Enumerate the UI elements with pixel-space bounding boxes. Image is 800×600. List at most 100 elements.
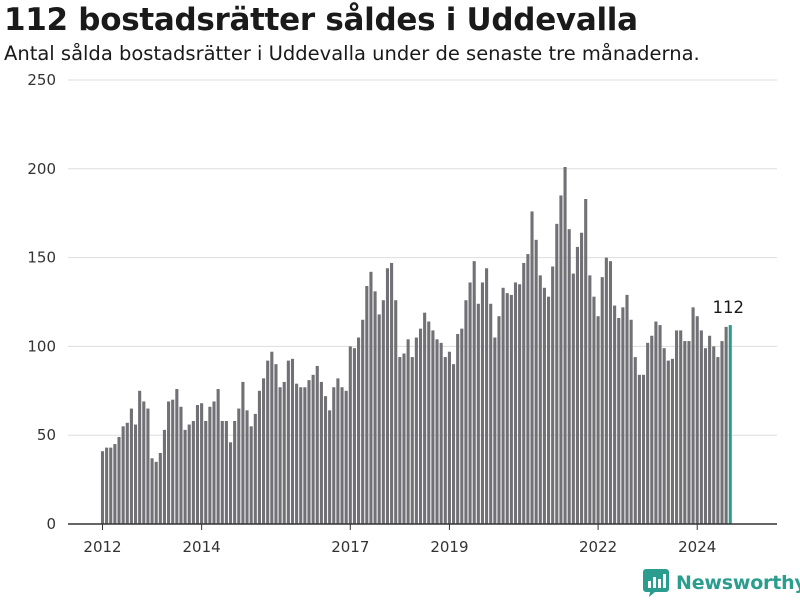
latest-value-label: 112	[713, 298, 745, 317]
bar	[402, 353, 406, 524]
y-tick-label: 100	[27, 337, 56, 355]
bar	[191, 420, 195, 524]
bar	[567, 229, 571, 524]
y-tick-label: 200	[27, 160, 56, 178]
data-labels: 112	[713, 298, 745, 317]
bar	[439, 342, 443, 524]
gridlines	[68, 79, 777, 436]
bar	[278, 387, 282, 524]
x-tick-label: 2024	[678, 538, 716, 556]
bar	[551, 266, 555, 524]
bar	[575, 246, 579, 524]
bar-latest	[728, 325, 732, 524]
bar	[625, 294, 629, 524]
bar	[580, 232, 584, 525]
bar	[398, 357, 402, 524]
bar	[390, 262, 394, 524]
x-tick-label: 2012	[83, 538, 121, 556]
bar	[489, 303, 493, 524]
bar	[377, 314, 381, 524]
bar	[121, 426, 125, 524]
bar	[105, 447, 109, 524]
bar	[695, 316, 699, 524]
bar	[175, 389, 179, 524]
bar	[146, 408, 150, 524]
bar	[555, 223, 559, 525]
bar	[613, 305, 617, 524]
bar	[315, 365, 319, 524]
bar	[501, 287, 505, 524]
bar	[522, 262, 526, 524]
bar	[493, 337, 497, 524]
bar	[323, 396, 328, 524]
y-tick-label: 50	[37, 426, 56, 444]
bar	[691, 307, 695, 524]
bar	[129, 408, 133, 524]
x-axis-tick-labels: 2012 2014 2017 2019 2022 2024	[83, 538, 716, 556]
x-tick-label: 2019	[430, 538, 468, 556]
bar	[262, 378, 266, 524]
bar	[224, 420, 228, 524]
bar	[427, 321, 431, 524]
bar	[447, 351, 451, 524]
bar	[385, 268, 390, 524]
bar	[608, 261, 613, 524]
bar	[604, 257, 608, 524]
bar	[352, 348, 356, 524]
bar	[328, 410, 332, 524]
bar	[456, 333, 460, 524]
bar	[497, 316, 501, 524]
bar	[629, 319, 633, 524]
bar	[158, 452, 162, 524]
bar	[476, 303, 480, 524]
bar	[431, 330, 435, 524]
bar	[720, 341, 724, 524]
newsworthy-logo: Newsworthy	[643, 569, 800, 597]
bar	[332, 387, 336, 524]
bar	[266, 360, 270, 524]
bar	[666, 360, 670, 524]
bar	[183, 429, 187, 524]
bar	[621, 307, 625, 524]
bar	[410, 357, 414, 524]
bar	[200, 403, 204, 524]
bar	[414, 337, 418, 524]
bar	[241, 381, 245, 524]
bar	[658, 325, 662, 524]
bar	[365, 286, 369, 524]
bar	[344, 390, 348, 524]
y-axis-tick-labels: 0 50 100 150 200 250	[27, 71, 56, 533]
bar	[435, 339, 439, 524]
bar	[274, 364, 278, 524]
bar	[299, 387, 303, 524]
chart-subtitle: Antal sålda bostadsrätter i Uddevalla un…	[4, 42, 700, 65]
bar	[563, 167, 567, 524]
bar	[443, 357, 447, 524]
bar	[423, 312, 427, 524]
bar	[546, 296, 551, 524]
bar	[637, 374, 641, 524]
bar	[154, 461, 158, 524]
bar	[592, 296, 596, 524]
bar	[633, 357, 637, 524]
bar	[237, 408, 241, 524]
x-tick-label: 2014	[183, 538, 221, 556]
bar	[670, 358, 674, 524]
bar	[336, 378, 340, 524]
x-tick-label: 2022	[579, 538, 617, 556]
bar	[679, 330, 683, 524]
bar	[142, 401, 146, 524]
bar	[295, 383, 299, 524]
bar	[307, 380, 311, 524]
bar	[596, 316, 600, 524]
bar	[179, 406, 183, 524]
bar	[394, 300, 398, 524]
bar	[683, 341, 687, 524]
bar	[373, 291, 377, 524]
bar	[150, 458, 154, 524]
bar	[282, 381, 286, 524]
bar	[187, 424, 191, 524]
bar	[138, 390, 142, 524]
bar	[208, 406, 212, 524]
bar	[641, 374, 646, 524]
